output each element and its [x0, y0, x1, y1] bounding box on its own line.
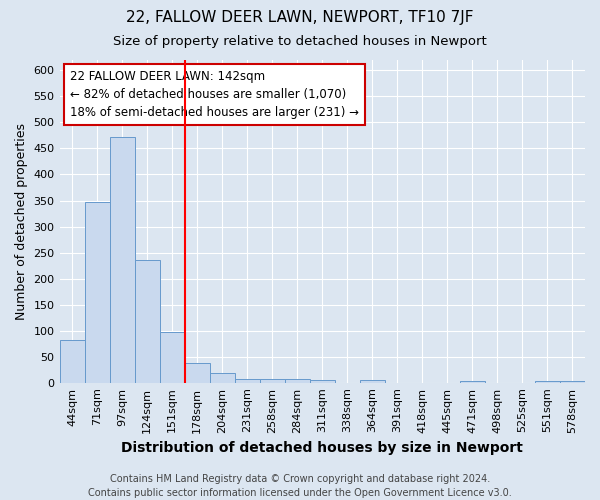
Text: 22 FALLOW DEER LAWN: 142sqm
← 82% of detached houses are smaller (1,070)
18% of : 22 FALLOW DEER LAWN: 142sqm ← 82% of det… — [70, 70, 359, 118]
Y-axis label: Number of detached properties: Number of detached properties — [15, 123, 28, 320]
Bar — [285, 378, 310, 382]
Bar — [360, 380, 385, 382]
Bar — [185, 364, 209, 382]
Bar — [59, 340, 85, 382]
Bar — [110, 136, 134, 382]
Bar — [535, 380, 560, 382]
Bar — [160, 332, 185, 382]
Text: Contains HM Land Registry data © Crown copyright and database right 2024.
Contai: Contains HM Land Registry data © Crown c… — [88, 474, 512, 498]
Text: Size of property relative to detached houses in Newport: Size of property relative to detached ho… — [113, 35, 487, 48]
Bar — [460, 380, 485, 382]
Bar — [310, 380, 335, 382]
Bar — [235, 378, 260, 382]
Bar — [560, 380, 585, 382]
Bar — [134, 260, 160, 382]
Bar — [209, 374, 235, 382]
X-axis label: Distribution of detached houses by size in Newport: Distribution of detached houses by size … — [121, 441, 523, 455]
Bar — [260, 378, 285, 382]
Text: 22, FALLOW DEER LAWN, NEWPORT, TF10 7JF: 22, FALLOW DEER LAWN, NEWPORT, TF10 7JF — [126, 10, 474, 25]
Bar — [85, 202, 110, 382]
